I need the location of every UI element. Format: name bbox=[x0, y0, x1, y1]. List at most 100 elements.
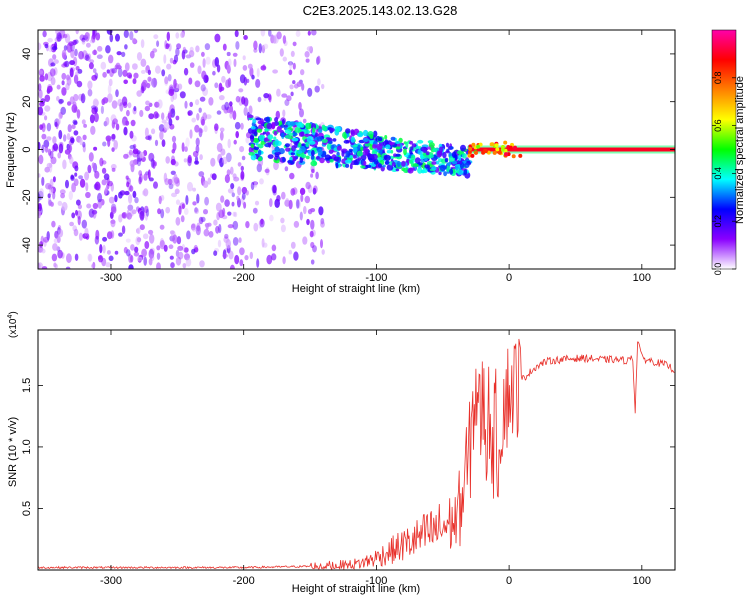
spectrogram-cell bbox=[147, 169, 151, 180]
snr-y-multiplier-base: (x10 bbox=[8, 318, 19, 338]
spectrogram-cell bbox=[44, 146, 49, 153]
spectrogram-cell bbox=[154, 161, 157, 167]
spectrogram-cell bbox=[156, 245, 161, 251]
colorbar-tick-label: 0.8 bbox=[713, 72, 723, 85]
spectrogram-cell bbox=[106, 231, 113, 240]
spectrogram-cell bbox=[263, 43, 269, 50]
spectrogram-cell bbox=[309, 230, 314, 238]
spectrogram-cell bbox=[192, 187, 197, 192]
spectrogram-cell bbox=[289, 172, 295, 180]
spectrogram-cell bbox=[240, 165, 244, 171]
spectrogram-cell bbox=[38, 89, 43, 99]
snr-x-tick-label: 100 bbox=[633, 575, 651, 587]
spectrogram-cell bbox=[110, 163, 117, 170]
spectrogram-cell bbox=[132, 148, 139, 155]
spectrogram-cell bbox=[94, 235, 100, 245]
spectrogram-cell bbox=[38, 262, 41, 269]
spectrogram-cell bbox=[273, 130, 278, 136]
spectrogram-cell bbox=[256, 258, 260, 268]
spectrogram-cell bbox=[158, 195, 162, 205]
colorbar-tick-label: 0.2 bbox=[713, 215, 723, 228]
spectrogram-cell bbox=[312, 187, 317, 195]
spectrogram-cell bbox=[49, 187, 54, 195]
spectrogram-cell bbox=[53, 262, 57, 268]
spectrogram-cell bbox=[235, 95, 241, 103]
spectrogram-cell bbox=[132, 149, 139, 158]
spectrogram-cell bbox=[257, 96, 262, 103]
spectrogram-cell bbox=[141, 248, 148, 257]
spectrogram-cell bbox=[142, 79, 148, 88]
spectrogram-cell bbox=[111, 134, 116, 142]
spectrogram-cell bbox=[176, 236, 182, 245]
spectrogram-cell bbox=[463, 169, 468, 175]
spectrogram-cell bbox=[237, 186, 242, 196]
spectrogram-cell bbox=[123, 126, 128, 136]
spectrogram-cell bbox=[185, 258, 192, 267]
spectrogram-cell bbox=[73, 56, 78, 67]
spectrogram-cell bbox=[444, 157, 449, 163]
spectrogram-cell bbox=[311, 30, 317, 36]
spectrogram-cell bbox=[250, 154, 257, 161]
spectrogram-cell bbox=[257, 149, 262, 157]
spectrogram-cell bbox=[255, 117, 262, 121]
spectrogram-cell bbox=[155, 65, 161, 74]
spectrogram-cell bbox=[311, 149, 315, 157]
spectrogram-cell bbox=[390, 136, 396, 141]
spectrogram-cell bbox=[243, 106, 248, 116]
spectrogram-cell bbox=[273, 136, 277, 140]
spectrogram-cell bbox=[445, 150, 450, 154]
spectrogram-cell bbox=[119, 102, 124, 112]
spectrogram-cell bbox=[115, 33, 120, 42]
spectrogram-cell bbox=[386, 164, 394, 171]
spectrogram-cell bbox=[82, 141, 86, 148]
spectrogram-cell bbox=[75, 30, 79, 35]
spectrogram-cell bbox=[151, 77, 158, 88]
spectrogram-cell bbox=[254, 181, 258, 188]
spectrogram-cell bbox=[66, 143, 70, 151]
spectrogram-cell bbox=[261, 44, 266, 54]
spectrogram-cell bbox=[107, 93, 113, 103]
spectrogram-cell bbox=[95, 32, 101, 41]
spectrogram-cell bbox=[232, 237, 239, 246]
spectrogram-cell bbox=[139, 109, 144, 118]
spectrogram-cell bbox=[133, 251, 140, 257]
spectrogram-cell bbox=[437, 150, 443, 156]
spectrogram-cell bbox=[94, 170, 100, 179]
spectrogram-cell bbox=[376, 143, 383, 151]
spectrogram-cell bbox=[49, 68, 56, 77]
spectrogram-cell bbox=[166, 31, 170, 42]
spectrogram-cell bbox=[169, 230, 175, 235]
snr-frame bbox=[37, 329, 676, 571]
spectrogram-cell bbox=[154, 139, 159, 147]
spectrogram-cell bbox=[145, 135, 152, 140]
spectrogram-cell bbox=[240, 122, 244, 130]
spectrogram-cell bbox=[345, 128, 351, 134]
spectrogram-cell bbox=[38, 262, 43, 269]
spectrogram-cell bbox=[222, 156, 228, 165]
spectrogram-cell bbox=[218, 82, 223, 93]
spectrogram-cell bbox=[76, 199, 81, 206]
spectrogram-cell bbox=[41, 133, 47, 140]
spectrogram-cell bbox=[229, 101, 233, 107]
spectrogram-cell bbox=[196, 222, 201, 232]
spectrogram-cell bbox=[143, 188, 149, 197]
spectrogram-cell bbox=[111, 100, 118, 109]
spectrogram-cell bbox=[41, 176, 45, 186]
spectrogram-cell bbox=[153, 34, 159, 40]
spectrogram-cell bbox=[45, 182, 52, 190]
spectrogram-cell bbox=[451, 151, 457, 158]
spectrogram-cell bbox=[244, 255, 249, 261]
spectrogram-cell bbox=[449, 146, 454, 150]
spectrogram-cell bbox=[65, 179, 69, 189]
spectrogram-cell bbox=[263, 93, 270, 99]
spectrogram-cell bbox=[189, 129, 193, 139]
spectrogram-cell bbox=[74, 48, 78, 57]
spectrogram-cell bbox=[59, 189, 66, 195]
spectrogram-cell bbox=[271, 244, 277, 252]
snr-y-label: SNR (10 * v/v) bbox=[7, 417, 19, 487]
snr-x-tick-label: -300 bbox=[100, 575, 122, 587]
spectrogram-cell bbox=[235, 41, 240, 50]
spectrogram-cell bbox=[258, 134, 266, 142]
spectrogram-cell bbox=[214, 123, 219, 131]
spectrogram-cell bbox=[105, 116, 110, 126]
